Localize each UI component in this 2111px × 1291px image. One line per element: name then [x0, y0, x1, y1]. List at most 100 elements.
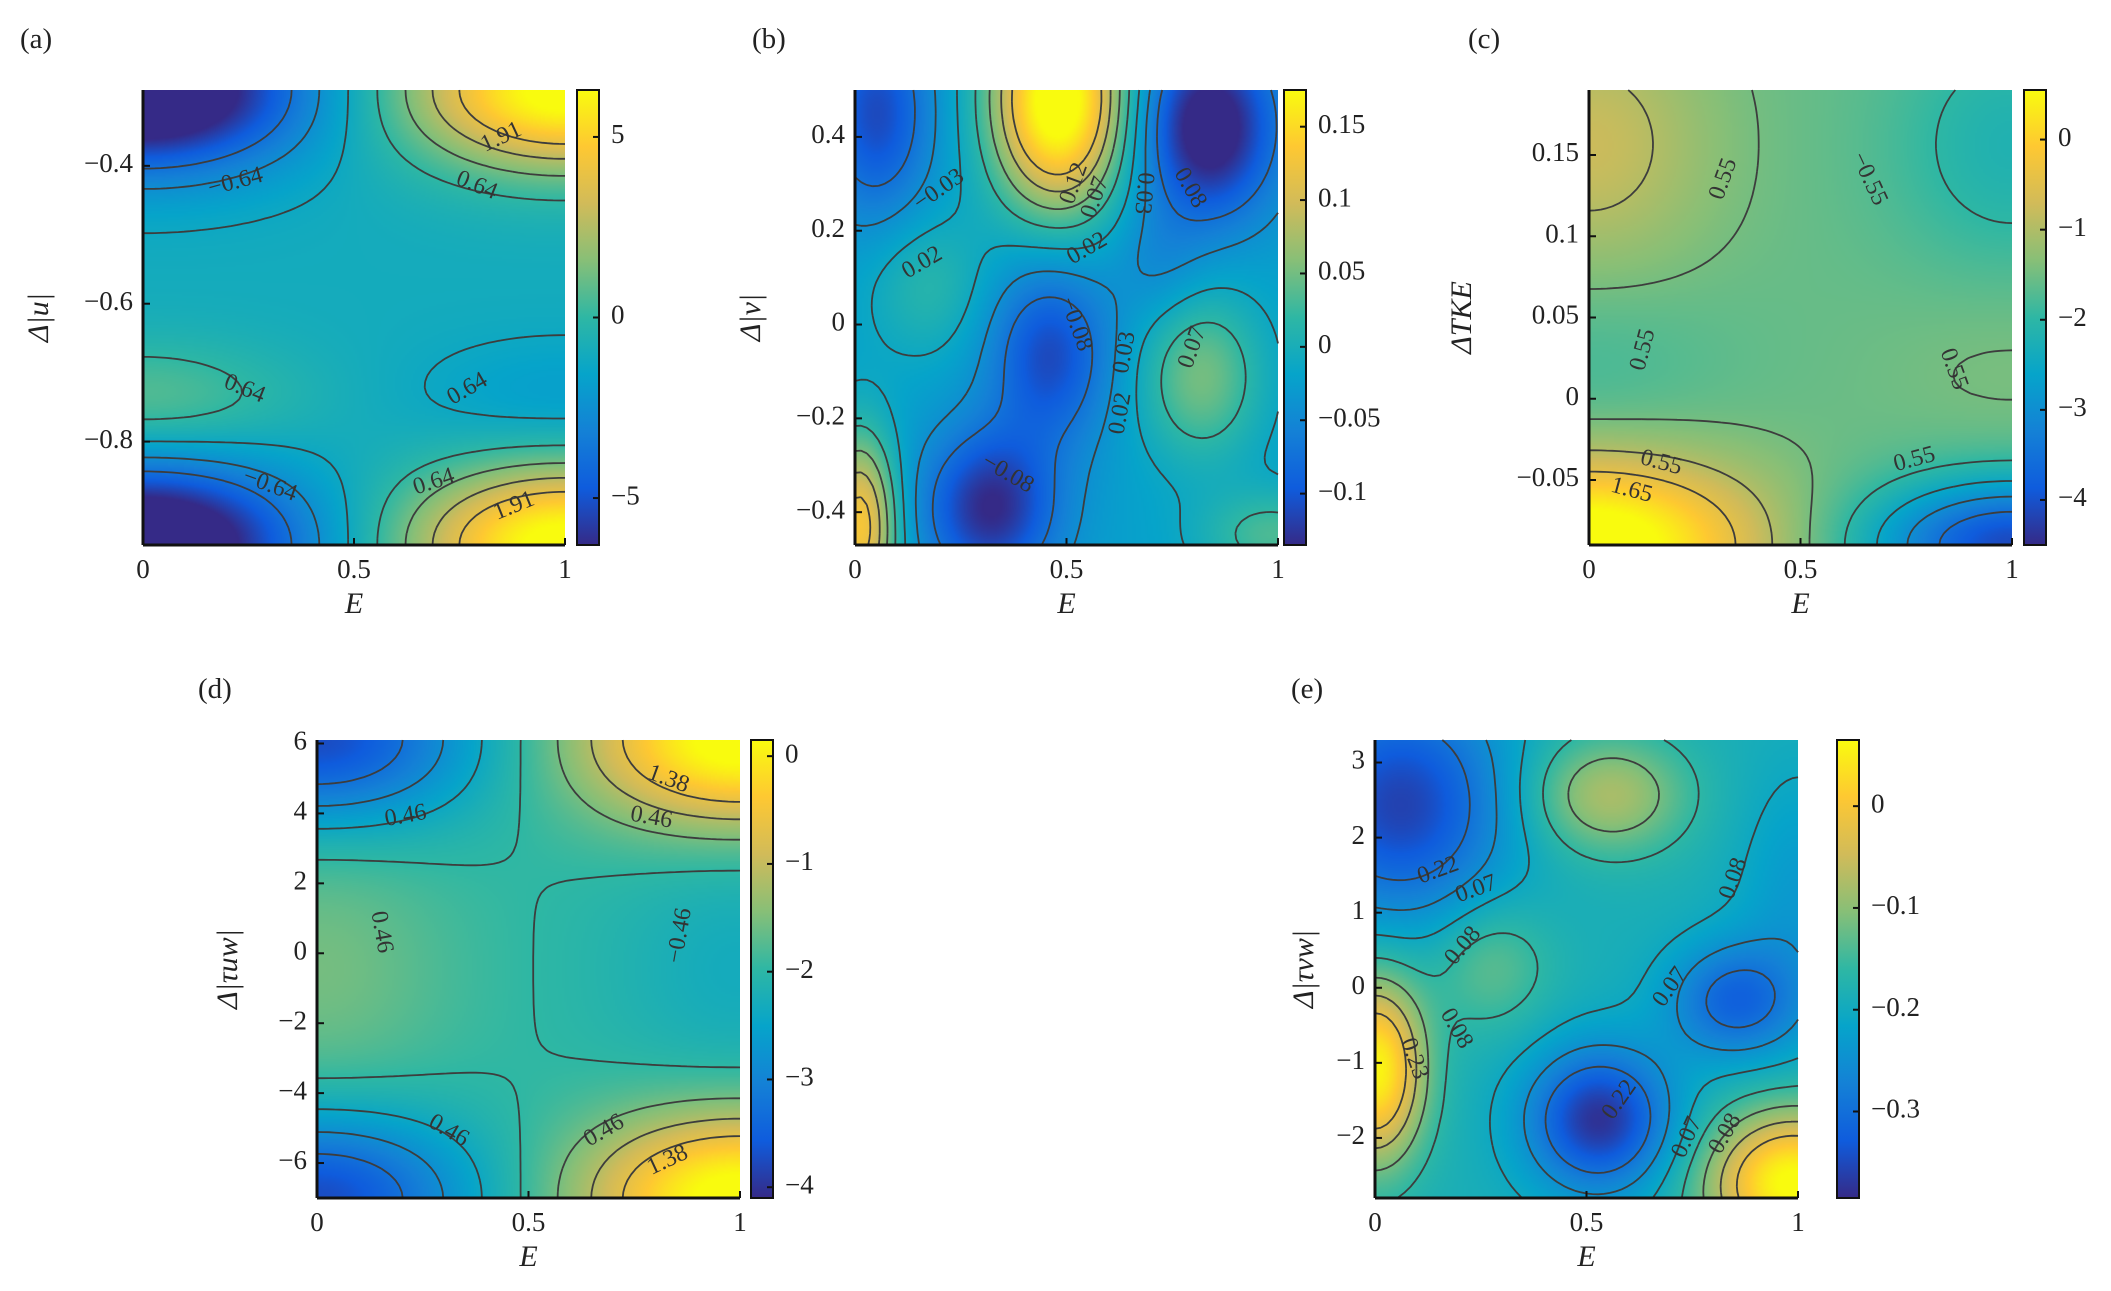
- y-tick-label-b-0: 0.4: [811, 119, 845, 149]
- colorbar-tick-label-a-1: 0: [611, 300, 625, 330]
- y-tick-label-c-3: 0: [1566, 381, 1580, 411]
- colorbar-tick-label-b-2: 0.05: [1318, 256, 1365, 286]
- x-axis-label-b: E: [1056, 587, 1075, 620]
- panel-label-a: (a): [20, 23, 52, 55]
- colorbar-tick-label-c-0: 0: [2058, 122, 2072, 152]
- x-tick-label-b-2: 1: [1271, 554, 1285, 584]
- y-axis-label-c: ΔTKE: [1445, 281, 1478, 355]
- contour-line-e-1: [1374, 739, 1799, 1196]
- colorbar-tick-label-d-2: −2: [785, 954, 814, 984]
- contour-line-d-0: [316, 739, 404, 1199]
- panel-b: (b)0.120.07 0.03 0.08−0.030.02 0.02−0.08 0.0…: [734, 23, 1380, 620]
- contour-line-b-6: [854, 89, 1103, 546]
- contour-line-e-3: [1374, 739, 1799, 1199]
- contour-line-c-4: [1589, 89, 2013, 545]
- colorbar-tick-label-a-0: 5: [611, 119, 625, 149]
- y-tick-label-b-2: 0: [832, 307, 846, 337]
- colorbar-tick-label-c-4: −4: [2058, 482, 2087, 512]
- y-tick-label-a-0: −0.4: [84, 148, 133, 178]
- colorbar-tick-label-b-0: 0.15: [1318, 109, 1365, 139]
- contour-line-d-4: [556, 739, 740, 1199]
- contour-line-b-4: [854, 89, 1121, 546]
- colorbar-d: [750, 739, 774, 1199]
- contour-line-a-3: [143, 89, 566, 546]
- contour-line-d-1: [316, 739, 445, 1199]
- x-tick-label-a-0: 0: [136, 554, 150, 584]
- contour-line-a-6: [458, 89, 566, 546]
- panel-label-d: (d): [198, 673, 232, 705]
- panel-e: (e)0.220.070.080.080.070.080.230.220.070…: [1287, 673, 1920, 1273]
- y-tick-label-b-1: 0.2: [811, 213, 845, 243]
- x-tick-label-b-1: 0.5: [1050, 554, 1084, 584]
- y-tick-label-d-3: 0: [294, 935, 308, 965]
- heatmap-c: [1589, 90, 2012, 545]
- x-tick-label-e-2: 1: [1791, 1207, 1805, 1237]
- contour-line-c-1: [1906, 495, 2013, 546]
- colorbar-tick-label-c-3: −3: [2058, 392, 2087, 422]
- panel-label-c: (c): [1468, 23, 1500, 55]
- y-tick-label-e-4: −1: [1336, 1045, 1365, 1075]
- y-tick-label-b-3: −0.2: [796, 401, 845, 431]
- y-tick-label-d-2: 2: [294, 866, 308, 896]
- contour-line-b-3: [854, 89, 1279, 546]
- y-tick-label-d-6: −6: [278, 1145, 307, 1175]
- x-tick-label-a-2: 1: [558, 554, 572, 584]
- contour-line-d-6: [621, 739, 741, 1199]
- y-tick-label-e-0: 3: [1352, 745, 1366, 775]
- colorbar-tick-label-b-3: 0: [1318, 329, 1332, 359]
- contour-line-c-5: [1588, 89, 1774, 546]
- contour-line-b-5: [854, 89, 1112, 546]
- colorbar-e: [1836, 739, 1860, 1199]
- x-tick-label-c-2: 1: [2005, 554, 2019, 584]
- x-axis-label-c: E: [1790, 587, 1809, 620]
- contour-line-c-6: [1589, 470, 1737, 546]
- x-tick-label-b-0: 0: [848, 554, 862, 584]
- colorbar-tick-label-b-4: −0.05: [1318, 402, 1380, 432]
- y-tick-label-e-5: −2: [1336, 1120, 1365, 1150]
- y-tick-label-e-2: 1: [1352, 895, 1366, 925]
- contour-line-a-4: [404, 89, 566, 546]
- contour-line-b-1: [854, 89, 1279, 546]
- y-axis-label-b: Δ|v|: [734, 294, 767, 342]
- colorbar-tick-label-a-2: −5: [611, 480, 640, 510]
- heatmap-d: [317, 740, 740, 1198]
- contour-line-c-0: [1938, 510, 2013, 546]
- x-axis-label-a: E: [344, 587, 363, 620]
- colorbar-tick-label-e-1: −0.1: [1871, 890, 1920, 920]
- colorbar-tick-label-e-0: 0: [1871, 788, 1885, 818]
- panel-d: (d)1.380.46 0.460.46 −0.460.46 0.461.380 0.5…: [198, 673, 814, 1273]
- x-tick-label-c-1: 0.5: [1784, 554, 1818, 584]
- x-tick-label-e-1: 0.5: [1570, 1207, 1604, 1237]
- x-tick-label-d-0: 0: [310, 1207, 324, 1237]
- y-axis-label-a: Δ|u|: [22, 293, 55, 343]
- x-axis-label-e: E: [1576, 1240, 1595, 1273]
- x-tick-label-d-2: 1: [733, 1207, 747, 1237]
- y-tick-label-c-4: −0.05: [1517, 462, 1579, 492]
- contour-line-c-3: [1843, 89, 2013, 546]
- colorbar-b: [1283, 89, 1307, 546]
- colorbar-c: [2023, 89, 2047, 546]
- colorbar-tick-label-d-4: −4: [785, 1169, 814, 1199]
- panel-label-b: (b): [752, 23, 786, 55]
- contour-line-a-0: [143, 89, 293, 546]
- y-tick-label-b-4: −0.4: [796, 494, 845, 524]
- colorbar-tick-label-e-2: −0.2: [1871, 992, 1920, 1022]
- colorbar-tick-label-d-3: −3: [785, 1062, 814, 1092]
- y-axis-label-e: Δ|τvw|: [1287, 930, 1320, 1009]
- y-tick-label-d-1: 4: [294, 796, 308, 826]
- contour-line-e-0: [1374, 739, 1776, 1174]
- contour-line-a-2: [143, 89, 566, 545]
- contour-line-e-5: [1374, 994, 1798, 1199]
- panel-a: (a)1.91−0.64 0.640.64 0.64−0.64 0.641.910 0.…: [20, 23, 640, 620]
- contour-line-c-2: [1876, 480, 2012, 546]
- y-tick-label-c-0: 0.15: [1532, 137, 1579, 167]
- y-tick-label-a-1: −0.6: [84, 286, 133, 316]
- contour-line-b-2: [854, 89, 1279, 546]
- heatmap-e: [1375, 740, 1798, 1198]
- x-tick-label-d-1: 0.5: [512, 1207, 546, 1237]
- panel-label-e: (e): [1291, 673, 1323, 705]
- colorbar-tick-label-c-1: −1: [2058, 212, 2087, 242]
- contour-line-e-4: [1374, 757, 1798, 1199]
- contour-label-b-2: 0.03: [1129, 171, 1159, 215]
